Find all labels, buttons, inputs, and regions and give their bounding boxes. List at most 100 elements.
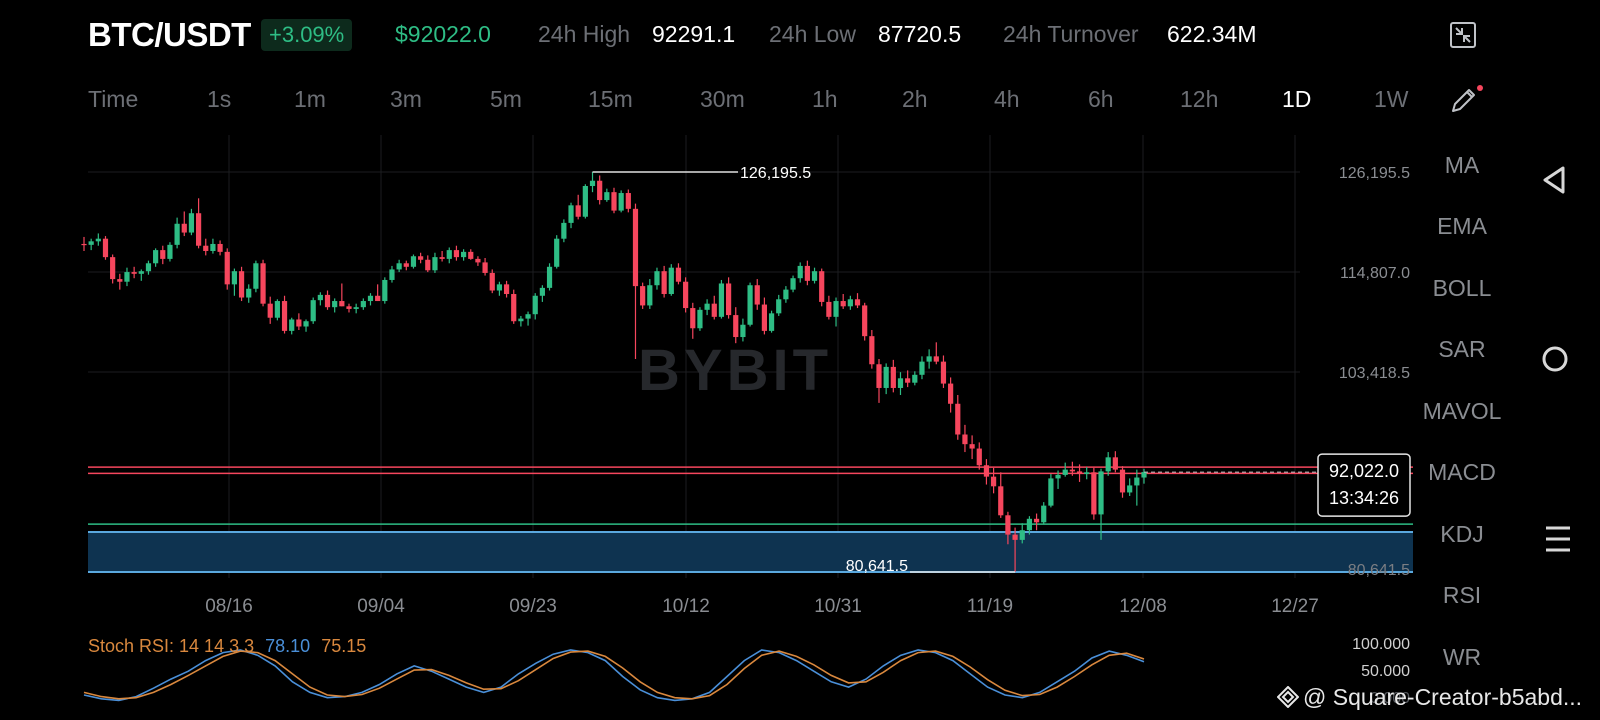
interval-tab-4h[interactable]: 4h xyxy=(994,86,1020,112)
candle-body xyxy=(210,243,216,251)
x-tick-label: 11/19 xyxy=(967,596,1013,617)
candle-body xyxy=(998,486,1004,516)
collapse-icon[interactable] xyxy=(1449,21,1477,49)
interval-tab-6h[interactable]: 6h xyxy=(1088,86,1114,112)
x-tick-label: 09/04 xyxy=(357,596,405,617)
recents-nav-icon[interactable] xyxy=(1545,525,1571,558)
candle-body xyxy=(496,284,503,291)
candle-body xyxy=(382,279,388,302)
x-tick-label: 12/27 xyxy=(1271,596,1319,617)
candle-body xyxy=(640,286,646,306)
candle-body xyxy=(754,285,760,305)
candle-body xyxy=(862,305,868,337)
candle-body xyxy=(1005,515,1011,535)
stoch-d-value: 75.15 xyxy=(321,636,367,656)
last-price-box-value: 92,022.0 xyxy=(1329,461,1399,481)
candle-body xyxy=(81,243,87,246)
indicator-ma[interactable]: MA xyxy=(1444,152,1480,178)
indicator-boll[interactable]: BOLL xyxy=(1432,275,1492,301)
interval-tab-15m[interactable]: 15m xyxy=(588,86,633,112)
candle-body xyxy=(468,251,474,259)
candle-body xyxy=(389,269,395,280)
candle-body xyxy=(940,361,947,384)
candle-body xyxy=(948,383,954,404)
stoch-k-value: 78.10 xyxy=(265,636,311,656)
candle-body xyxy=(1048,478,1054,506)
interval-tab-1w[interactable]: 1W xyxy=(1374,86,1409,112)
candle-body xyxy=(561,222,567,239)
candle-body xyxy=(217,243,223,252)
indicator-rsi[interactable]: RSI xyxy=(1442,582,1482,608)
candle-body xyxy=(854,299,861,306)
x-tick-label: 10/31 xyxy=(814,596,862,617)
candle-body xyxy=(761,304,768,331)
interval-tab-time[interactable]: Time xyxy=(88,86,139,112)
candle-body xyxy=(826,301,832,317)
back-nav-icon[interactable] xyxy=(1541,165,1567,200)
candle-body xyxy=(740,324,746,338)
candle-body xyxy=(353,307,359,309)
candle-body xyxy=(776,299,782,314)
indicator-wr[interactable]: WR xyxy=(1442,644,1482,670)
low-value: 87720.5 xyxy=(878,21,962,47)
candle-body xyxy=(1134,477,1140,486)
candle-body xyxy=(346,306,352,309)
indicator-ema[interactable]: EMA xyxy=(1437,213,1487,239)
candle-body xyxy=(597,180,603,201)
interval-tab-5m[interactable]: 5m xyxy=(490,86,522,112)
candle-body xyxy=(1019,530,1025,540)
high-marker-label: 126,195.5 xyxy=(740,165,811,182)
candle-body xyxy=(983,465,990,477)
stoch-y-tick: 50.000 xyxy=(1361,663,1410,680)
interval-tab-30m[interactable]: 30m xyxy=(700,86,745,112)
candle-body xyxy=(403,263,409,267)
candle-body xyxy=(453,250,460,258)
candle-body xyxy=(181,223,187,233)
candle-body xyxy=(883,366,889,388)
candle-body xyxy=(733,315,739,338)
candle-body xyxy=(1105,457,1111,472)
candle-body xyxy=(990,476,997,487)
candle-body xyxy=(804,265,810,281)
indicator-macd[interactable]: MACD xyxy=(1428,459,1496,485)
candle-body xyxy=(933,356,939,362)
x-tick-label: 12/08 xyxy=(1119,596,1167,617)
candle-body xyxy=(811,271,818,281)
candle-body xyxy=(439,257,445,259)
candle-body xyxy=(532,295,538,315)
last-price: $92022.0 xyxy=(395,21,491,47)
interval-tab-1s[interactable]: 1s xyxy=(207,86,232,112)
low-marker-label: 80,641.5 xyxy=(846,558,908,575)
candle-body xyxy=(683,281,689,309)
candle-body xyxy=(110,257,116,280)
home-nav-icon[interactable] xyxy=(1541,345,1569,378)
candle-body xyxy=(124,272,130,282)
change-badge: +3.09% xyxy=(261,19,353,51)
candle-body xyxy=(274,301,280,318)
candle-body xyxy=(539,287,545,296)
interval-tab-1m[interactable]: 1m xyxy=(294,86,326,112)
interval-tab-2h[interactable]: 2h xyxy=(902,86,928,112)
indicator-mavol[interactable]: MAVOL xyxy=(1422,398,1502,424)
candle-body xyxy=(246,288,252,298)
interval-tab-12h[interactable]: 12h xyxy=(1180,86,1219,112)
pencil-icon[interactable] xyxy=(1449,85,1483,115)
candle-body xyxy=(905,378,911,383)
candle-body xyxy=(396,263,402,270)
interval-tab-3m[interactable]: 3m xyxy=(390,86,422,112)
indicator-kdj[interactable]: KDJ xyxy=(1440,521,1484,547)
pair-title[interactable]: BTC/USDT xyxy=(88,16,251,53)
interval-tab-1d[interactable]: 1D xyxy=(1282,86,1312,112)
candle-body xyxy=(317,294,323,301)
candle-body xyxy=(131,272,137,274)
candle-body xyxy=(203,245,209,251)
candle-body xyxy=(783,289,789,300)
ticker-header: BTC/USDT +3.09% $92022.0 24h High 92291.… xyxy=(0,0,1600,72)
candle-body xyxy=(675,267,682,282)
candle-body xyxy=(253,263,259,289)
candle-body xyxy=(790,278,796,290)
candle-body xyxy=(976,448,982,466)
indicator-sar[interactable]: SAR xyxy=(1438,336,1486,362)
interval-tab-1h[interactable]: 1h xyxy=(812,86,838,112)
